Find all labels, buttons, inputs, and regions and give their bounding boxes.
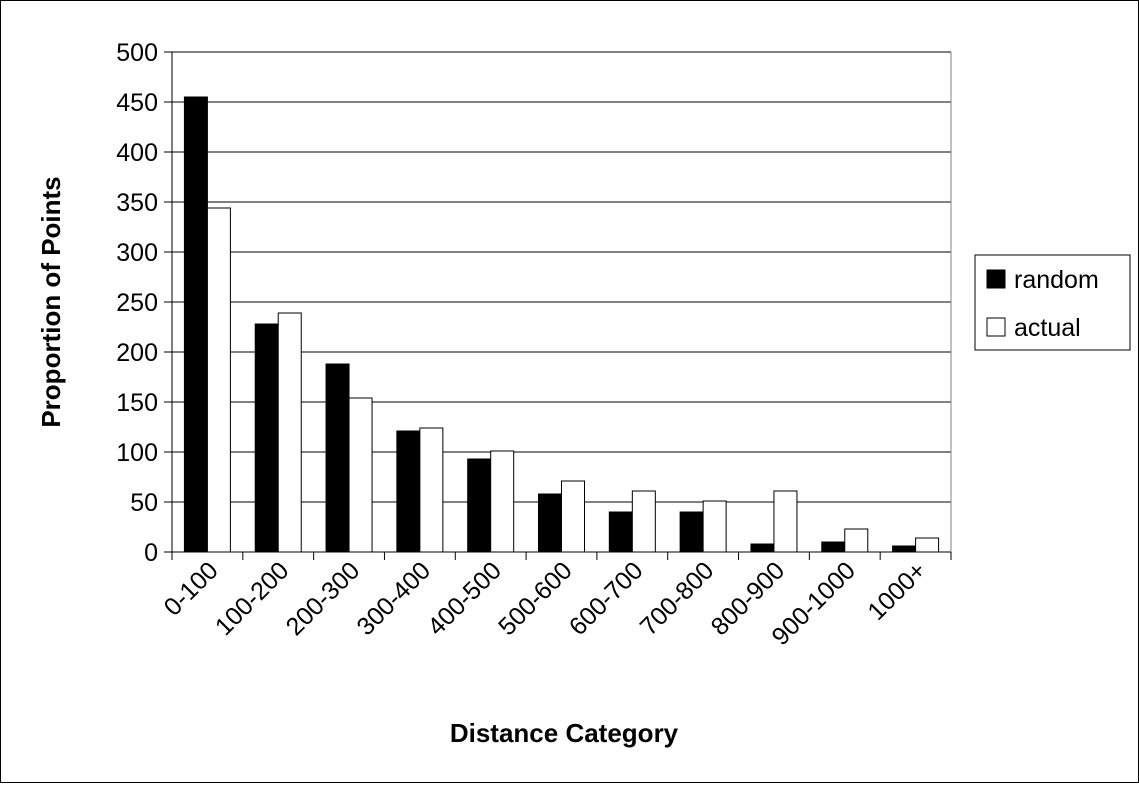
bar-actual	[561, 480, 585, 553]
gridlines	[172, 51, 951, 503]
bar-random	[608, 511, 633, 553]
bars	[183, 96, 940, 553]
legend-label-random: random	[1014, 266, 1099, 294]
bar-actual	[419, 427, 444, 553]
legend-swatch-random	[986, 269, 1006, 289]
bar-random	[325, 363, 350, 553]
bar-random	[679, 511, 704, 553]
bar-random	[892, 545, 917, 553]
y-tick-label: 50	[130, 489, 158, 517]
y-tick-label: 100	[116, 439, 158, 467]
y-tick-label: 200	[116, 339, 158, 367]
bar-actual	[490, 450, 515, 553]
legend-swatch-actual	[986, 317, 1006, 337]
y-tick-label: 0	[144, 539, 158, 567]
bar-random	[750, 543, 775, 553]
bar-actual	[206, 207, 231, 553]
y-tick-label: 500	[116, 39, 158, 67]
bar-actual	[702, 500, 727, 553]
y-tick-label: 300	[116, 239, 158, 267]
axes	[164, 51, 952, 560]
y-tick-label: 350	[116, 189, 158, 217]
bar-random	[254, 323, 279, 553]
y-tick-label: 400	[116, 139, 158, 167]
y-tick-label: 250	[116, 289, 158, 317]
bar-actual	[773, 490, 798, 553]
legend: random actual	[974, 254, 1131, 351]
bar-random	[538, 493, 562, 553]
bar-random	[183, 96, 208, 553]
y-tick-label: 450	[116, 89, 158, 117]
bar-random	[396, 430, 421, 553]
bar-actual	[915, 537, 940, 553]
bar-actual	[844, 528, 869, 553]
x-axis-label: Distance Category	[450, 718, 679, 748]
y-axis-label: Proportion of Points	[36, 176, 66, 427]
bar-actual	[348, 397, 373, 553]
bar-actual	[631, 490, 656, 553]
y-tick-label: 150	[116, 389, 158, 417]
bar-actual	[277, 312, 302, 553]
bar-random	[467, 458, 492, 553]
bar-random	[821, 541, 846, 553]
legend-label-actual: actual	[1014, 314, 1081, 342]
